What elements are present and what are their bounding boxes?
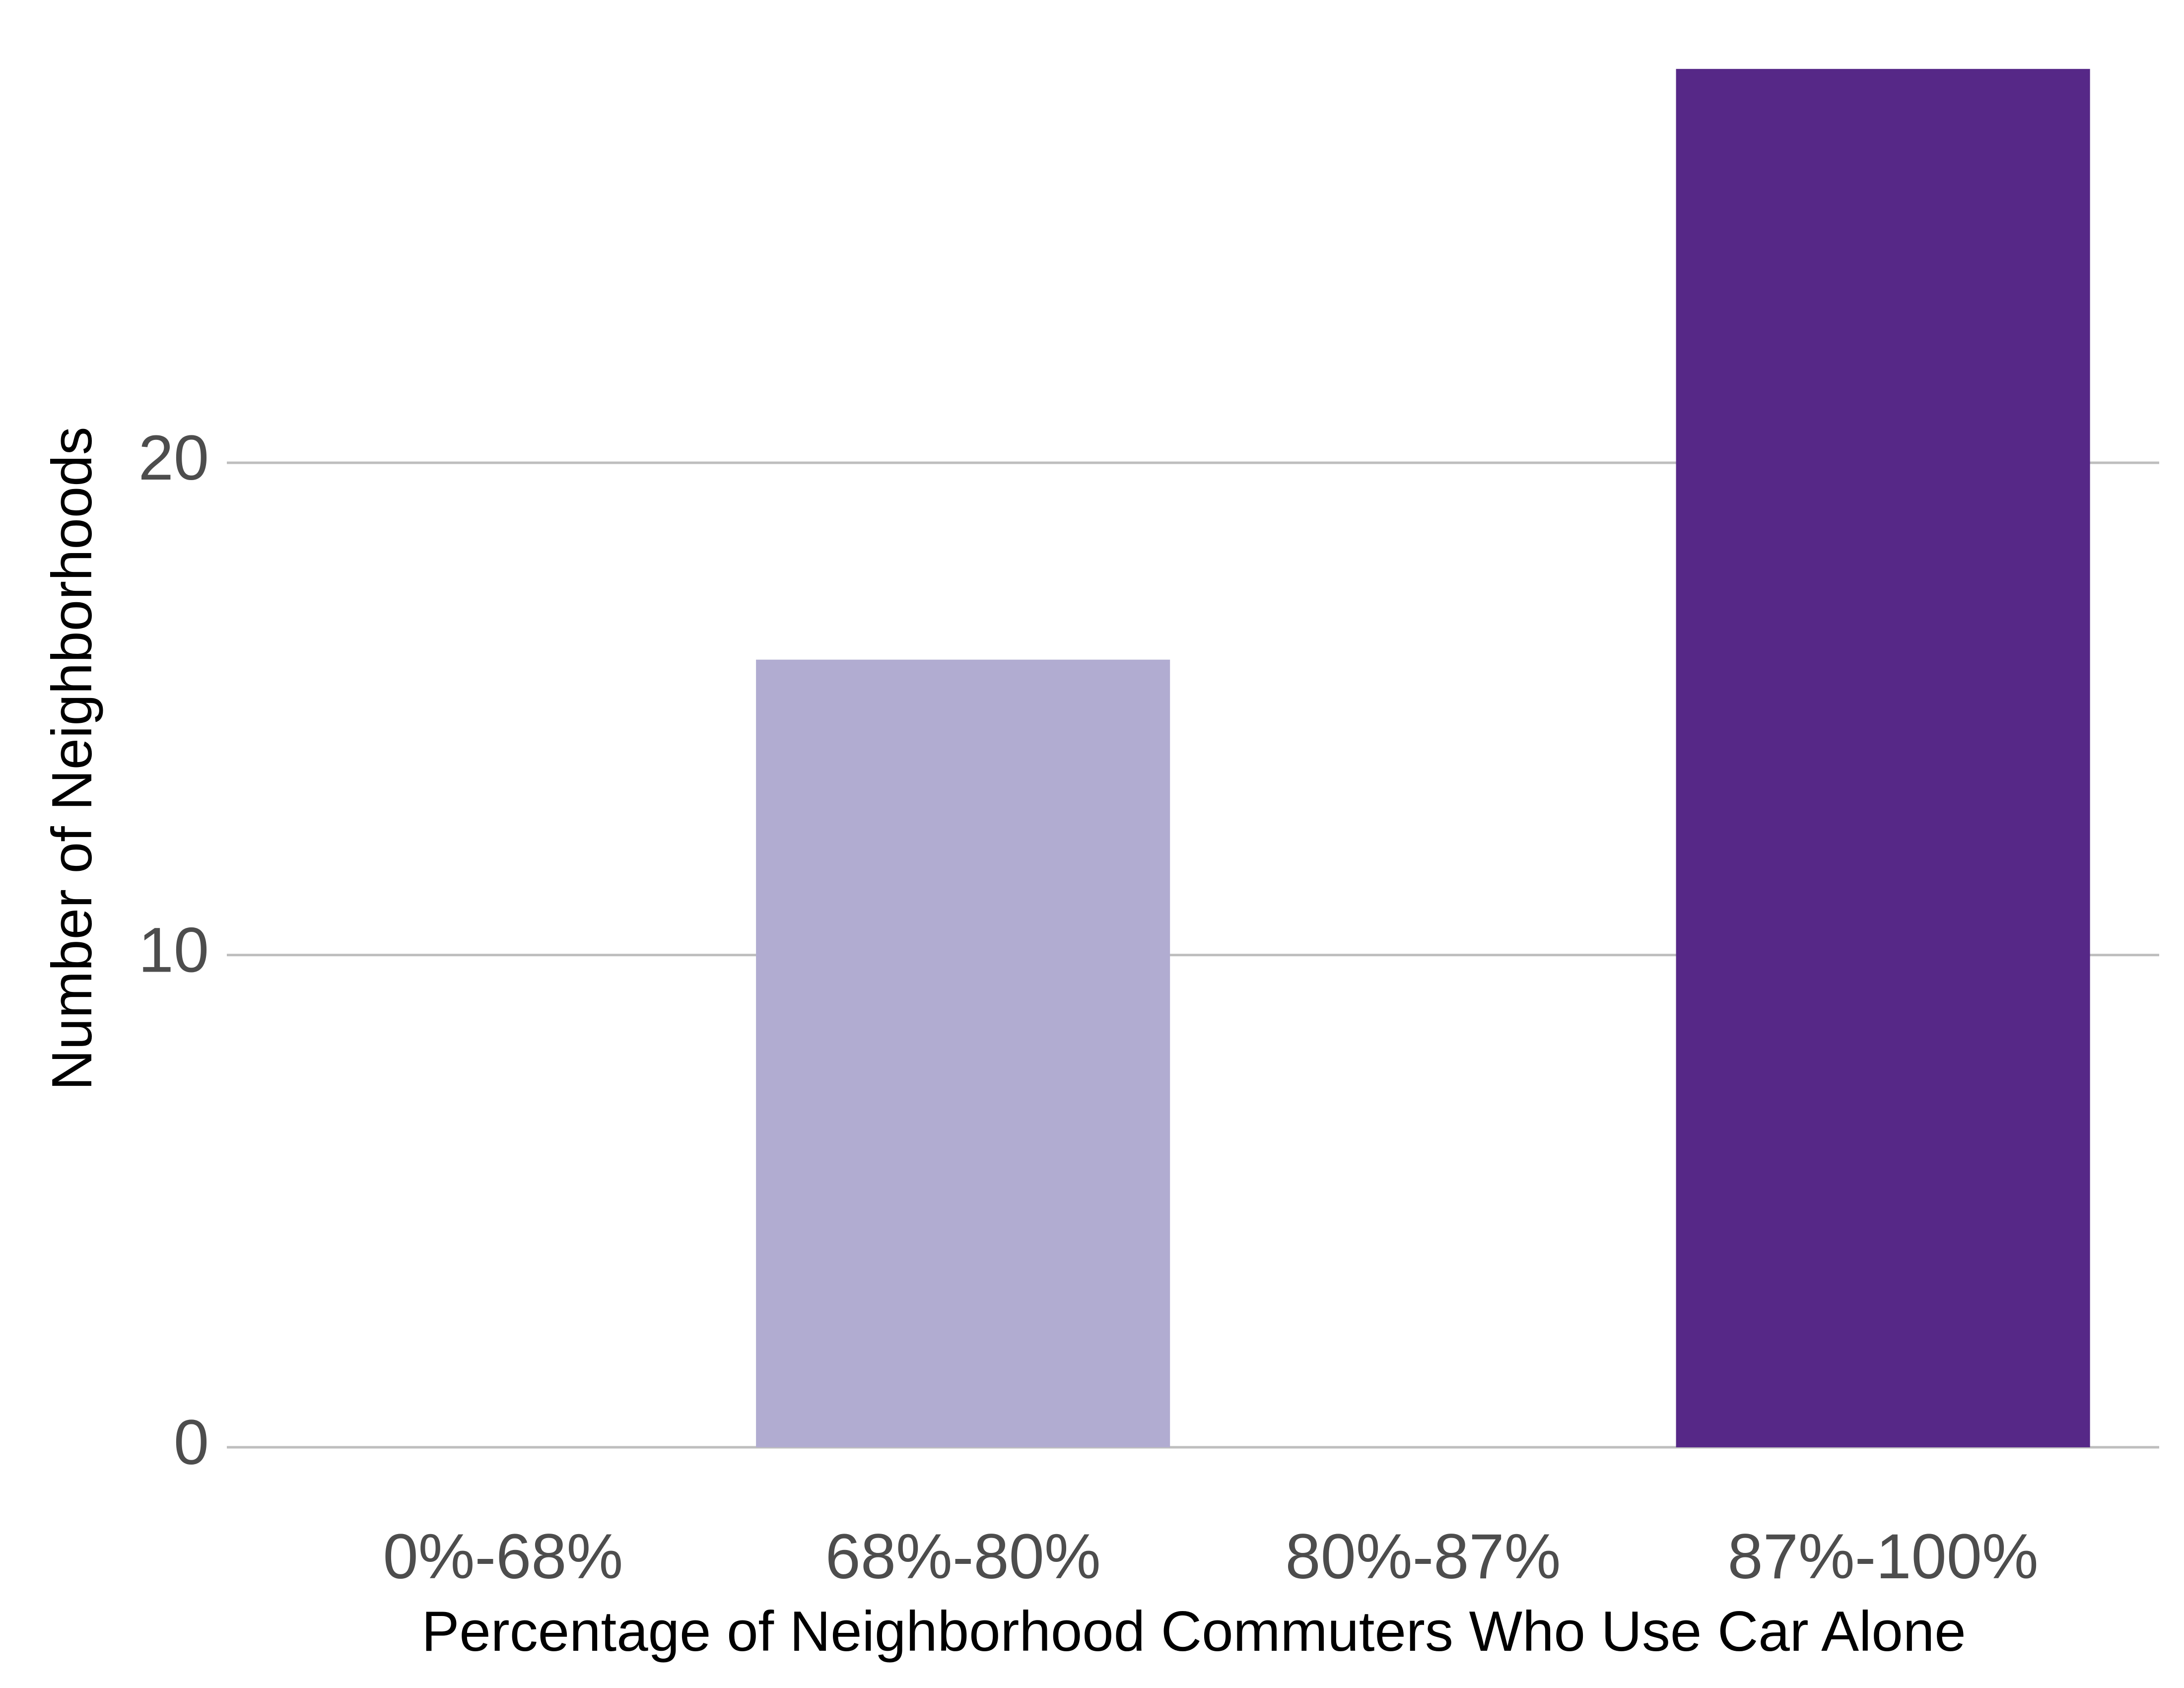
x-tick-label: 87%-100%	[1728, 1521, 2039, 1592]
x-axis-title: Percentage of Neighborhood Commuters Who…	[421, 1600, 1966, 1663]
x-tick-label: 80%-87%	[1285, 1521, 1561, 1592]
x-tick-label: 68%-80%	[825, 1521, 1101, 1592]
y-tick-label: 10	[138, 914, 209, 985]
bar	[756, 659, 1170, 1448]
bar	[1676, 69, 2090, 1448]
y-axis-title: Number of Neighborhoods	[41, 426, 104, 1090]
y-tick-label: 0	[174, 1407, 209, 1478]
x-tick-label: 0%-68%	[383, 1521, 623, 1592]
y-tick-label: 20	[138, 422, 209, 493]
